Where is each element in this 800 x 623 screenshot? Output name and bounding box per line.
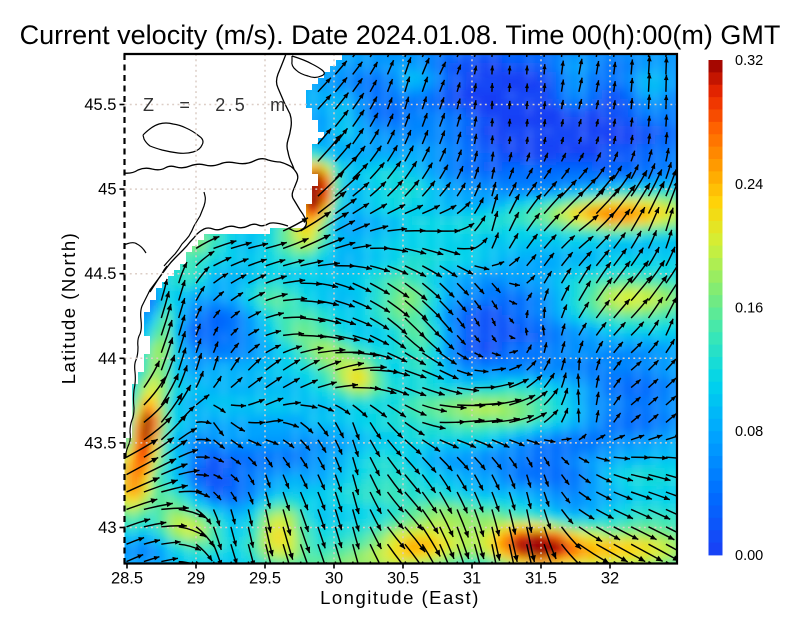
- svg-text:0.08: 0.08: [735, 424, 763, 440]
- svg-text:30.5: 30.5: [387, 570, 419, 588]
- svg-text:31: 31: [463, 570, 481, 588]
- svg-text:0.00: 0.00: [735, 548, 763, 564]
- svg-text:Z = 2.5 m: Z = 2.5 m: [143, 95, 287, 115]
- svg-text:0.32: 0.32: [735, 53, 763, 69]
- svg-text:43.5: 43.5: [84, 434, 116, 452]
- svg-text:29.5: 29.5: [249, 570, 281, 588]
- svg-text:Longitude (East): Longitude (East): [320, 587, 480, 608]
- svg-text:45: 45: [98, 181, 116, 199]
- svg-text:0.24: 0.24: [735, 177, 763, 193]
- svg-text:43: 43: [98, 519, 116, 537]
- svg-text:45.5: 45.5: [84, 96, 116, 114]
- svg-text:Current velocity (m/s). Date 2: Current velocity (m/s). Date 2024.01.08.…: [20, 20, 781, 50]
- svg-text:30: 30: [325, 570, 343, 588]
- svg-text:28.5: 28.5: [111, 570, 143, 588]
- svg-text:29: 29: [187, 570, 205, 588]
- svg-text:32: 32: [601, 570, 619, 588]
- svg-text:31.5: 31.5: [525, 570, 557, 588]
- svg-text:0.16: 0.16: [735, 301, 763, 317]
- svg-text:Latitude (North): Latitude (North): [58, 232, 79, 385]
- svg-text:44: 44: [98, 350, 116, 368]
- svg-text:44.5: 44.5: [84, 265, 116, 283]
